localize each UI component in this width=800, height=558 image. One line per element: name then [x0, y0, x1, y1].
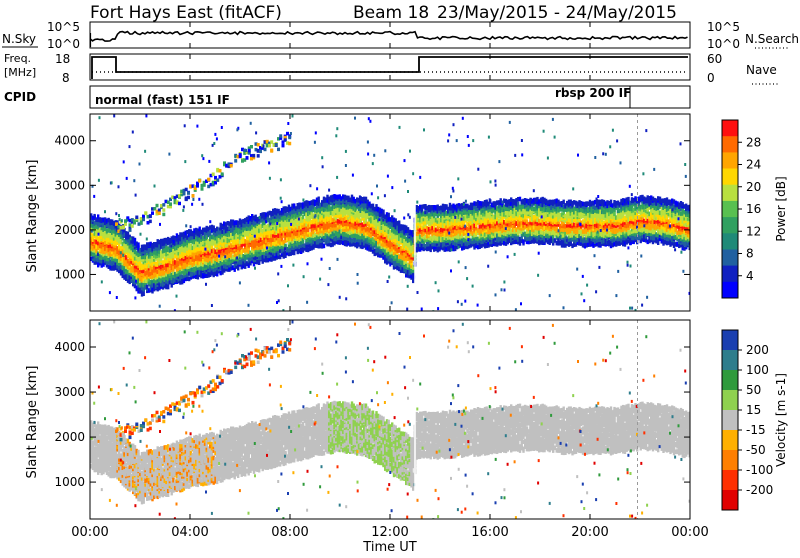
noise-sky-trace — [90, 32, 688, 41]
freq-right-tick-bottom: 0 — [707, 71, 715, 85]
freq-label-line2: [MHz] — [4, 66, 36, 79]
freq-left-tick-top: 18 — [55, 52, 70, 66]
noise-right-label: N.Search — [745, 32, 799, 46]
freq-left-tick-bottom: 8 — [62, 71, 70, 85]
cpid-mode-normal: normal (fast) 151 IF — [95, 93, 230, 107]
noise-left-tick-bottom: 10^0 — [47, 37, 80, 51]
noise-left-label: N.Sky — [2, 32, 36, 46]
freq-right-tick-top: 60 — [707, 52, 722, 66]
power-cell — [143, 291, 145, 296]
power-cell — [388, 213, 390, 218]
noise-left-tick-top: 10^5 — [47, 20, 80, 34]
power-cell — [137, 242, 139, 247]
freq-label-line1: Freq. — [4, 52, 31, 65]
beam-label: Beam 18 — [353, 3, 429, 23]
power-cell — [382, 210, 384, 215]
radar-title: Fort Hays East (fitACF) — [90, 3, 282, 23]
nave-label: Nave — [746, 63, 777, 77]
noise-right-tick-top: 10^5 — [707, 20, 740, 34]
date-range: 23/May/2015 - 24/May/2015 — [437, 3, 677, 23]
power-cell — [318, 197, 320, 202]
cpid-mode-rbsp: rbsp 200 IF — [555, 86, 631, 100]
noise-traces — [90, 32, 688, 47]
cpid-label: CPID — [4, 90, 36, 104]
noise-right-tick-bottom: 10^0 — [707, 37, 740, 51]
